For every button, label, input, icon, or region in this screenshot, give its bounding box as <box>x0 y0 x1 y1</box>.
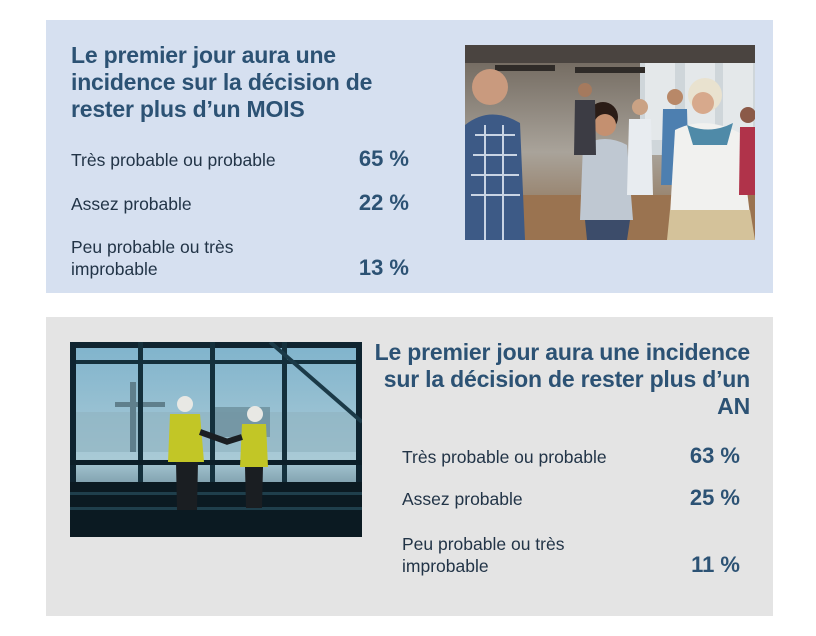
row-label: Très probable ou probable <box>402 447 607 467</box>
row-value: 65 % <box>358 146 409 171</box>
row-value: 11 % <box>691 552 740 577</box>
month-row-very-likely: Très probable ou probable 65 % <box>71 147 409 171</box>
month-row-unlikely: Peu probable ou très improbable 13 % <box>71 235 409 280</box>
row-value: 22 % <box>358 190 409 215</box>
year-row-unlikely: Peu probable ou très improbable 11 % <box>402 530 740 577</box>
year-panel: Le premier jour aura une incidence sur l… <box>46 317 773 616</box>
year-row-very-likely: Très probable ou probable 63 % <box>402 444 740 468</box>
row-value: 13 % <box>358 255 409 280</box>
row-label: Peu probable ou très improbable <box>402 534 565 576</box>
row-label: Peu probable ou très improbable <box>71 237 234 279</box>
row-label: Assez probable <box>71 194 192 214</box>
year-panel-title: Le premier jour aura une incidence sur l… <box>374 339 751 419</box>
row-value: 63 % <box>689 443 740 468</box>
row-label: Assez probable <box>402 489 523 509</box>
office-colleagues-photo <box>465 45 755 240</box>
month-panel-title: Le premier jour aura une incidence sur l… <box>71 42 373 122</box>
row-value: 25 % <box>689 485 740 510</box>
row-label: Très probable ou probable <box>71 150 276 170</box>
construction-handshake-photo <box>70 342 362 537</box>
month-panel: Le premier jour aura une incidence sur l… <box>46 20 773 293</box>
year-row-somewhat-likely: Assez probable 25 % <box>402 486 740 510</box>
month-row-somewhat-likely: Assez probable 22 % <box>71 191 409 215</box>
